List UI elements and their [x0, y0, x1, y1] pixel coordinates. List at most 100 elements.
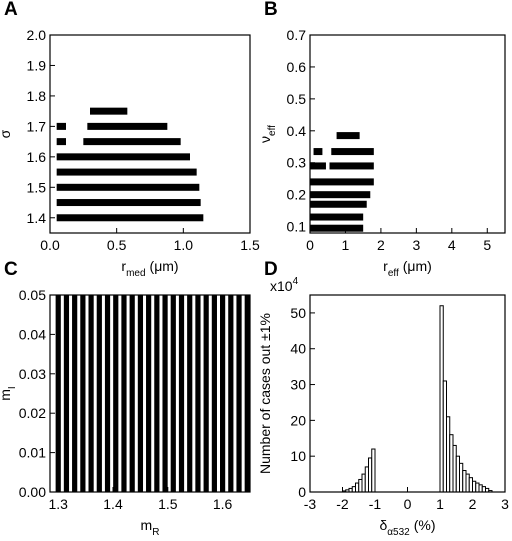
x-axis-label-main: r	[383, 258, 388, 274]
x-tick-label: 1.5	[240, 237, 260, 253]
y-tick-label: 0.2	[287, 187, 307, 203]
range-bar	[336, 132, 360, 140]
range-bar	[55, 295, 61, 492]
panel-label: C	[4, 259, 18, 280]
range-bar	[83, 138, 181, 146]
range-bar	[90, 107, 128, 115]
y-tick-label: 0	[298, 484, 306, 500]
x-tick-label: 3	[501, 496, 509, 512]
axes-frame	[309, 34, 506, 234]
range-bar	[178, 295, 185, 492]
x-tick-label: 3	[412, 237, 420, 253]
x-tick-label: 5	[483, 237, 491, 253]
range-bar	[63, 295, 70, 492]
x-axis-label-sub: α532	[387, 527, 410, 538]
x-tick-label: -2	[336, 496, 349, 512]
x-tick-label: 1.6	[213, 496, 233, 512]
range-bar	[104, 295, 111, 492]
y-tick-label: 0.00	[19, 484, 46, 500]
x-tick-label: 0.0	[40, 237, 60, 253]
range-bar	[56, 153, 190, 161]
x-tick-label: 2	[469, 496, 477, 512]
range-bar	[310, 162, 326, 170]
y-tick-label: 0.02	[19, 405, 46, 421]
range-bar	[310, 191, 371, 199]
x-tick-label: 4	[448, 237, 456, 253]
x-axis-label-unit: (μm)	[403, 258, 432, 274]
y-tick-label: 50	[290, 305, 306, 321]
range-bar	[211, 295, 217, 492]
range-bar	[244, 295, 250, 492]
y-tick-label: 0.6	[287, 59, 307, 75]
range-bar	[310, 200, 367, 208]
y-tick-label: 2.0	[27, 27, 47, 43]
range-bar	[310, 224, 364, 232]
range-bar	[162, 295, 168, 492]
range-bar	[154, 295, 160, 492]
range-bar	[170, 295, 176, 492]
x-axis-label: mR	[141, 517, 160, 538]
y-tick-label: 30	[290, 377, 306, 393]
axes-frame	[309, 294, 506, 493]
x-tick-label: 1.4	[103, 496, 123, 512]
y-tick-label: 0.7	[287, 27, 307, 43]
axes-frame	[49, 34, 251, 234]
x-tick-label: 1.3	[48, 496, 68, 512]
y-tick-label: 0.5	[287, 91, 307, 107]
y-axis-label-sub: I	[7, 386, 18, 389]
y-tick-label: 1.6	[27, 149, 47, 165]
y-axis-label: mI	[0, 386, 18, 400]
y-tick-label: 1.9	[27, 57, 47, 73]
range-bar	[121, 295, 127, 492]
x-axis-label-sub: med	[126, 268, 145, 279]
range-bar	[195, 295, 201, 492]
y-axis-label: σ	[0, 129, 13, 138]
y-tick-label: 1.8	[27, 88, 47, 104]
y-tick-label: 0.03	[19, 366, 46, 382]
x-axis-label-main: m	[141, 517, 153, 533]
range-bar	[56, 214, 204, 222]
axis-multiplier-main: x10	[270, 278, 293, 294]
range-bar	[56, 122, 66, 130]
range-bar	[129, 295, 135, 492]
y-tick-label: 40	[290, 341, 306, 357]
range-bar	[146, 295, 152, 492]
x-axis-label-unit: (%)	[414, 517, 436, 533]
y-tick-label: 0.3	[287, 155, 307, 171]
range-bar	[113, 295, 119, 492]
range-bar	[80, 295, 86, 492]
range-bar	[331, 148, 374, 156]
range-bar	[137, 295, 144, 492]
x-tick-label: 2	[377, 237, 385, 253]
x-axis-label: δα532 (%)	[379, 517, 435, 538]
axis-multiplier: x104	[270, 276, 299, 294]
y-axis-label-main: m	[0, 389, 13, 401]
x-axis-label-unit: (μm)	[150, 258, 179, 274]
x-axis-label-sub: eff	[388, 268, 399, 279]
range-bar	[220, 295, 226, 492]
y-tick-label: 0.1	[287, 219, 307, 235]
x-tick-label: 1.5	[158, 496, 178, 512]
x-tick-label: 0.5	[107, 237, 127, 253]
x-tick-label: 0	[306, 237, 314, 253]
y-tick-label: 0.04	[19, 326, 46, 342]
y-axis-label-sub: eff	[267, 125, 278, 136]
x-tick-label: 1.0	[174, 237, 194, 253]
range-bar	[187, 295, 193, 492]
y-tick-label: 1.5	[27, 179, 47, 195]
y-tick-label: 20	[290, 412, 306, 428]
x-tick-label: 0	[404, 496, 412, 512]
range-bar	[310, 178, 374, 186]
y-tick-label: 1.4	[27, 210, 47, 226]
axis-multiplier-sup: 4	[293, 276, 299, 287]
x-axis-label: reff (μm)	[383, 258, 432, 279]
range-bar	[313, 148, 323, 156]
x-axis-label: rmed (μm)	[121, 258, 178, 279]
range-bar	[72, 295, 78, 492]
range-bar	[88, 295, 94, 492]
y-axis-label: Number of cases out ±1%	[257, 313, 273, 474]
range-bar	[87, 122, 168, 130]
range-bar	[203, 295, 209, 492]
y-tick-label: 0.05	[19, 287, 46, 303]
